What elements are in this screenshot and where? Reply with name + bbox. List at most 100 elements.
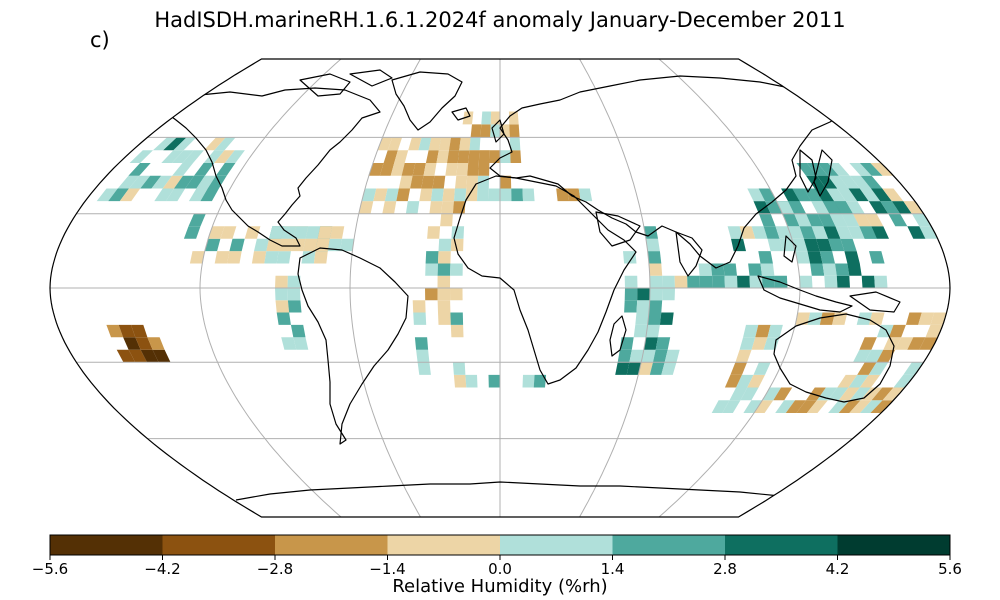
anomaly-cell [645,238,660,252]
coast-madagascar [609,315,627,357]
anomaly-cell [412,163,426,176]
anomaly-cell [377,137,393,151]
anomaly-cell [140,175,162,189]
anomaly-cell [649,275,663,288]
anomaly-cell [368,163,384,176]
anomaly-cell [185,175,205,189]
anomaly-cell [398,175,413,189]
anomaly-cell [816,238,833,252]
map-title: HadISDH.marineRH.1.6.1.2024f anomaly Jan… [154,8,846,32]
anomaly-cell [930,312,947,325]
anomaly-cell [747,374,765,388]
anomaly-cell [874,275,888,288]
anomaly-cell [293,226,309,239]
anomaly-cell [849,387,871,401]
anomaly-cell [762,387,782,401]
anomaly-cell [462,111,474,125]
anomaly-cell [140,349,159,363]
anomaly-cell [918,312,935,325]
anomaly-cell [147,337,165,350]
anomaly-cell [861,275,875,288]
anomaly-cell [838,175,860,189]
anomaly-cell [849,163,872,176]
anomaly-cell [163,137,187,151]
anomaly-cell [662,275,675,288]
anomaly-cell [152,349,171,363]
anomaly-cell [214,150,235,163]
anomaly-cell [358,201,374,214]
anomaly-cell [425,288,438,301]
anomaly-cell [724,374,742,388]
anomaly-cell [477,175,490,189]
anomaly-cell [401,163,416,176]
anomaly-cell [828,400,850,413]
anomaly-cell [829,213,848,227]
anomaly-cell [729,387,748,401]
anomaly-grid-cells [96,111,947,413]
anomaly-cell [871,387,894,401]
anomaly-cell [196,175,216,189]
anomaly-cell [905,312,922,325]
anomaly-cell [662,288,675,301]
anomaly-cell [661,362,677,375]
colorbar-label: Relative Humidity (%rh) [392,576,608,597]
anomaly-cell [869,251,885,264]
anomaly-cell [796,163,817,176]
anomaly-cell [194,163,215,176]
anomaly-cell [522,188,535,202]
anomaly-cell [266,238,282,252]
anomaly-cell [478,150,490,163]
anomaly-cell [396,188,411,202]
anomaly-cell [817,163,839,176]
anomaly-cell [735,349,752,363]
anomaly-cell [450,312,464,325]
anomaly-cell [792,188,812,202]
anomaly-cell [859,188,881,202]
anomaly-cell [864,349,884,363]
anomaly-cell [907,337,926,350]
anomaly-cell [188,188,208,202]
anomaly-cell [840,238,857,252]
anomaly-cell [837,188,858,202]
anomaly-cell [450,263,463,276]
coast-arabia [595,211,641,247]
anomaly-cell [313,251,328,264]
anomaly-cell [106,324,124,338]
anomaly-cell [278,238,294,252]
anomaly-cell [722,400,741,413]
anomaly-cell [828,238,845,252]
anomaly-cell [775,400,796,413]
anomaly-cell [276,312,291,325]
anomaly-cell [891,201,912,214]
anomaly-cell [154,188,174,202]
anomaly-cell [633,324,648,338]
anomaly-cell [469,137,481,151]
anomaly-cell [224,150,245,163]
anomaly-cell [509,124,520,138]
anomaly-cell [425,251,439,264]
anomaly-cell [227,251,242,264]
coast-japan [813,149,833,197]
anomaly-cell [860,387,883,401]
anomaly-cell [730,362,748,375]
anomaly-cell [743,400,763,413]
anomaly-cell [889,324,906,338]
map-outline [49,58,951,518]
anomaly-cell [305,226,321,239]
colorbar-tick-label: −4.2 [144,560,180,578]
anomaly-cell [848,374,869,388]
anomaly-cell [893,374,915,388]
anomaly-cell [128,163,151,176]
anomaly-cell [432,175,446,189]
anomaly-cell [860,175,883,189]
anomaly-cell [775,226,792,239]
anomaly-cell [807,251,823,264]
anomaly-cell [699,275,713,288]
anomaly-cell [405,201,420,214]
coast-british-isles [451,107,505,143]
anomaly-cell [647,312,662,325]
coast-north-america [159,87,381,247]
anomaly-cell [162,175,183,189]
anomaly-cell [578,188,593,202]
colorbar-bin [500,535,613,555]
